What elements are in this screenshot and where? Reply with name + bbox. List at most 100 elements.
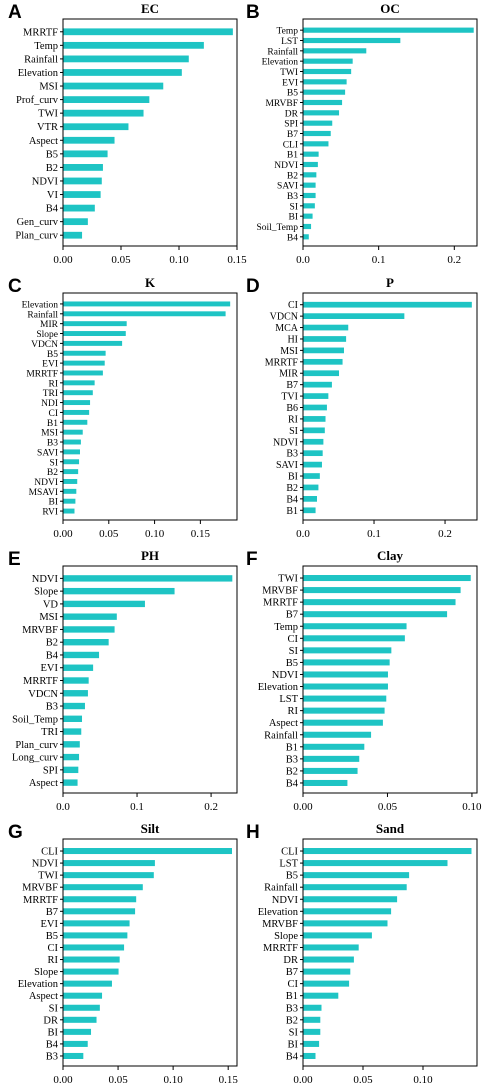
category-label: Elevation	[22, 300, 59, 310]
bar	[303, 404, 327, 411]
x-tick-label: 0.2	[438, 528, 452, 540]
category-label: NDI	[41, 399, 58, 409]
category-label: B5	[286, 658, 298, 669]
bar	[303, 347, 344, 354]
bar	[63, 191, 101, 198]
bar	[63, 479, 78, 484]
category-label: TWI	[278, 574, 298, 585]
category-label: DR	[43, 1015, 58, 1026]
category-label: CI	[288, 979, 299, 990]
x-tick-label: 0.00	[293, 1074, 313, 1086]
category-label: B1	[286, 991, 298, 1002]
bar	[63, 311, 226, 317]
category-label: BI	[289, 213, 299, 223]
category-label: SPI	[284, 120, 298, 130]
category-label: B5	[286, 871, 298, 882]
category-label: Plan_curv	[15, 231, 58, 242]
bar	[303, 37, 401, 44]
category-label: Slope	[36, 330, 58, 340]
category-label: MRVBF	[262, 586, 298, 597]
bar	[63, 944, 125, 951]
panel-a: A EC MRRTF Temp Rainfall Elevation MSI Prof_cur…	[8, 1, 247, 266]
category-label: RI	[288, 414, 298, 425]
bar	[63, 204, 95, 212]
bar	[63, 82, 164, 90]
panel-letter: H	[246, 822, 260, 843]
bar	[303, 944, 359, 951]
category-label: MRRTF	[263, 943, 298, 954]
category-label: NDVI	[273, 437, 298, 448]
category-label: B7	[286, 610, 298, 621]
bar	[303, 313, 405, 319]
category-label: B4	[287, 233, 298, 243]
bar	[303, 68, 352, 75]
bar	[303, 932, 372, 939]
bar	[303, 920, 388, 927]
bar	[303, 671, 388, 678]
bar	[63, 459, 80, 465]
category-label: Slope	[34, 967, 58, 978]
bar	[303, 336, 347, 342]
plot-frame	[62, 565, 238, 794]
category-label: RI	[288, 706, 299, 717]
bar	[303, 358, 343, 365]
category-label: RI	[48, 955, 59, 966]
bar	[63, 968, 119, 975]
category-label: B2	[286, 1015, 298, 1026]
panel-letter: C	[8, 276, 22, 297]
x-tick-label: 0.00	[53, 528, 73, 540]
category-label: B5	[47, 350, 58, 360]
bar	[303, 587, 461, 594]
bar	[63, 600, 145, 608]
plot-frame	[302, 18, 478, 247]
bar	[303, 324, 349, 331]
category-label: SI	[50, 458, 58, 468]
panel-letter: E	[8, 549, 21, 570]
bar	[63, 350, 106, 356]
bar	[63, 848, 232, 855]
category-label: MRRTF	[26, 369, 58, 379]
panel-letter: A	[8, 2, 22, 23]
x-tick-label: 0.2	[447, 254, 461, 266]
bar	[63, 41, 204, 49]
x-tick-label: 0.15	[191, 528, 211, 540]
category-label: Elevation	[258, 682, 299, 693]
bar	[303, 1052, 316, 1059]
category-label: VTR	[37, 122, 58, 133]
category-label: NDVI	[32, 574, 59, 585]
category-label: Temp	[277, 27, 299, 37]
category-label: NDVI	[32, 859, 59, 870]
category-label: B5	[287, 89, 298, 99]
category-label: MSI	[39, 82, 58, 93]
bar	[63, 766, 79, 774]
x-tick-label: 0.00	[293, 801, 313, 813]
bar	[303, 79, 347, 85]
bar	[63, 69, 182, 76]
x-tick-label: 0.05	[378, 801, 398, 813]
category-label: B4	[286, 1051, 299, 1062]
panel-letter: F	[246, 549, 258, 570]
category-label: B3	[46, 1051, 58, 1062]
category-label: MRRTF	[23, 676, 58, 687]
bar	[303, 695, 387, 702]
panel-title: K	[145, 275, 156, 290]
category-label: VD	[43, 599, 59, 610]
panel-c: C K ElevationRainfallMIRSlopeVDCNB5EVIMRRT…	[8, 275, 238, 540]
bar	[303, 848, 472, 855]
category-label: B2	[286, 483, 298, 494]
x-tick-label: 0.0	[296, 254, 310, 266]
category-label: LST	[279, 859, 298, 870]
bar	[63, 218, 88, 226]
panel-letter: B	[246, 2, 260, 23]
bar	[303, 48, 367, 54]
category-label: RVI	[42, 508, 58, 518]
category-label: Aspect	[269, 718, 298, 729]
category-label: MRRTF	[263, 598, 298, 609]
panel-title: OC	[380, 1, 400, 16]
bar	[63, 702, 85, 710]
bar	[303, 896, 398, 903]
category-label: MRVBF	[22, 625, 58, 636]
bar	[303, 130, 331, 137]
bar	[303, 872, 410, 879]
